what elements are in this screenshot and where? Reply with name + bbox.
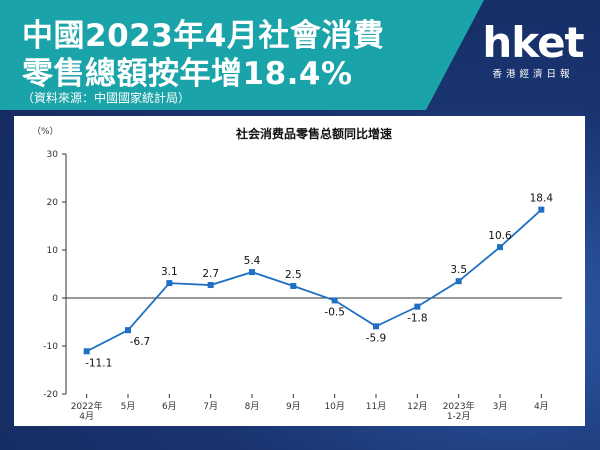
data-label: -6.7 <box>130 336 151 348</box>
data-point <box>83 348 90 355</box>
data-label: 2.7 <box>202 268 219 280</box>
chart-title: 社会消费品零售总额同比增速 <box>235 126 392 141</box>
title-banner <box>0 0 484 110</box>
y-tick-label: 10 <box>47 246 59 256</box>
series-line <box>86 209 542 353</box>
y-tick-label: 20 <box>47 198 59 208</box>
x-tick-label: 12月 <box>407 401 427 412</box>
y-tick-label: 0 <box>52 294 58 304</box>
data-point <box>538 206 545 213</box>
x-tick-label-line: 2023年 <box>443 400 475 412</box>
data-label: 18.4 <box>530 193 554 205</box>
data-point <box>249 269 255 276</box>
x-tick-label-line: 10月 <box>324 401 344 412</box>
x-tick-label-line: 6月 <box>162 401 177 412</box>
x-tick-label-line: 4月 <box>79 411 94 422</box>
data-label: 3.1 <box>161 266 178 278</box>
data-point <box>373 323 379 330</box>
x-tick-label: 2023年 1-2月 <box>443 400 475 422</box>
data-label: 10.6 <box>488 230 512 242</box>
data-point <box>207 282 214 289</box>
data-point <box>290 283 297 289</box>
y-tick-label: 30 <box>47 150 59 160</box>
y-axis-unit: （%） <box>32 126 59 137</box>
headline-line-2: 零售總額按年增18.4% <box>22 56 353 92</box>
chart-marks: -11.1 -6.7 3.1 2.7 5.4 2.5 -0.5 -5.9 -1.8 3.5 10.6… <box>83 193 554 369</box>
hket-logo: hket 香港經濟日報 <box>478 18 588 81</box>
x-tick-label-line: 3月 <box>493 401 508 412</box>
x-tick-label: 3月 <box>493 401 508 412</box>
data-point <box>166 280 173 287</box>
data-label: 3.5 <box>450 264 467 276</box>
x-tick-label: 11月 <box>366 401 386 412</box>
x-tick-label-line: 11月 <box>366 401 386 412</box>
data-label: -5.9 <box>366 332 387 344</box>
x-tick-label-line: 5月 <box>121 401 136 412</box>
x-tick-label-line: 8月 <box>245 401 260 412</box>
x-tick-label: 8月 <box>245 401 260 412</box>
y-tick-label: -10 <box>43 342 58 352</box>
data-point <box>497 244 503 251</box>
x-tick-label-line: 4月 <box>534 401 549 412</box>
x-tick-label: 10月 <box>324 401 344 412</box>
x-tick-label-line: 2022年 <box>71 400 103 412</box>
data-point <box>455 278 462 285</box>
y-tick-label: -20 <box>43 390 58 400</box>
x-tick-label-line: 9月 <box>286 401 301 412</box>
data-label: 5.4 <box>244 255 261 267</box>
logo-tagline: 香港經濟日報 <box>492 69 574 80</box>
logo-wordmark: hket <box>482 18 584 67</box>
data-label: -0.5 <box>324 306 345 318</box>
x-tick-label: 5月 <box>121 401 136 412</box>
x-tick-label: 6月 <box>162 401 177 412</box>
x-tick-label: 2022年 4月 <box>71 400 103 422</box>
x-tick-label: 4月 <box>534 401 549 412</box>
x-tick-label: 7月 <box>203 401 218 412</box>
chart-panel: 社会消费品零售总额同比增速 （%） 30 20 10 0 -10 -20 2022年 4月 5月… <box>14 116 585 426</box>
data-point <box>331 297 338 304</box>
data-label: -1.8 <box>407 313 428 325</box>
x-tick-label-line: 1-2月 <box>447 411 471 422</box>
data-label: -11.1 <box>85 357 112 369</box>
headline-line-1: 中國2023年4月社會消費 <box>22 18 385 54</box>
source-note: （資料來源：中國國家統計局） <box>22 91 191 105</box>
x-tick-label-line: 7月 <box>203 401 218 412</box>
data-point <box>414 303 421 310</box>
x-tick-label-line: 12月 <box>407 401 427 412</box>
data-label: 2.5 <box>285 269 302 281</box>
data-point <box>125 327 131 334</box>
x-tick-label: 9月 <box>286 401 301 412</box>
